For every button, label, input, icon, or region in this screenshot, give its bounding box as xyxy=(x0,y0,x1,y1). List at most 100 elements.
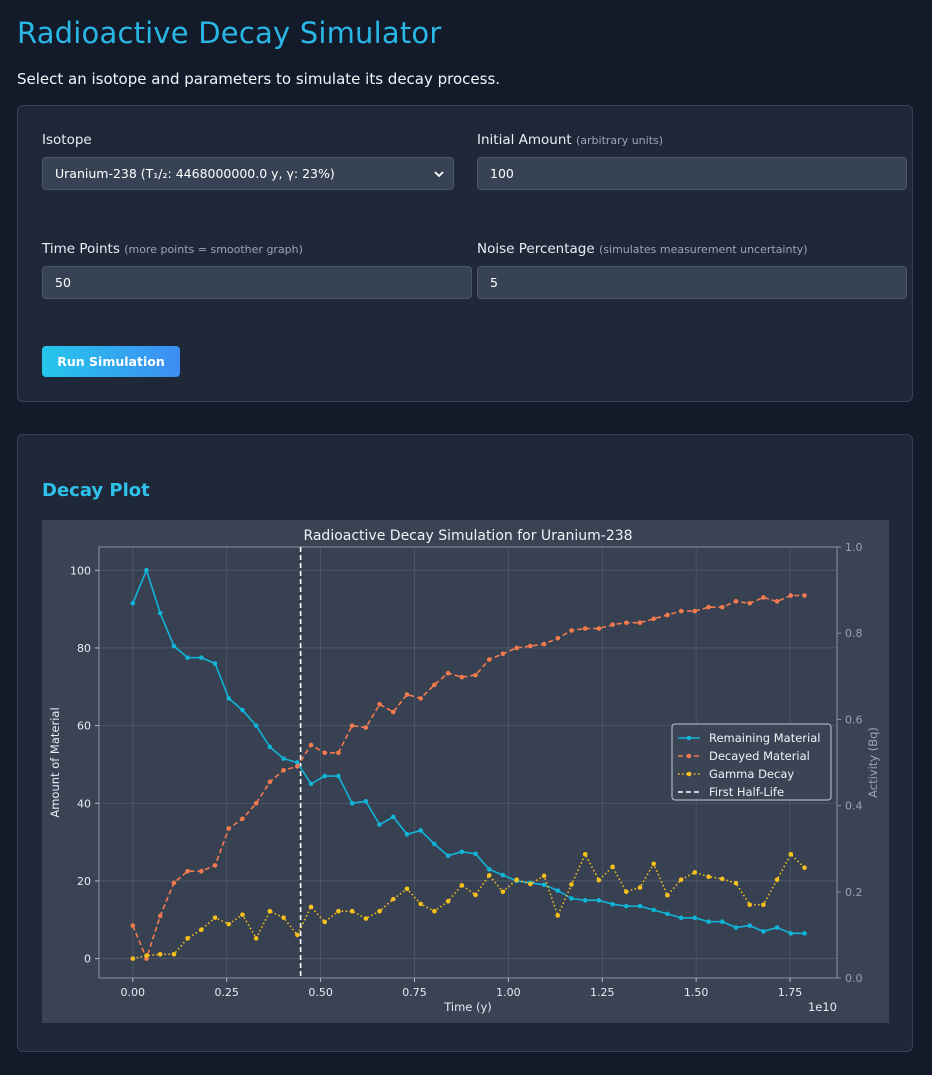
legend-marker xyxy=(686,735,692,741)
data-point xyxy=(473,892,478,898)
data-point xyxy=(569,882,574,887)
plot-heading: Decay Plot xyxy=(42,480,150,501)
x-tick-label: 1.75 xyxy=(778,986,803,999)
data-point xyxy=(788,931,794,936)
x-tick-label: 1.25 xyxy=(590,986,615,999)
y2-tick-label: 0.6 xyxy=(845,713,863,726)
data-point xyxy=(322,919,328,925)
data-point xyxy=(719,919,725,924)
initial-amount-input[interactable]: 100 xyxy=(477,157,907,190)
page-subtitle: Select an isotope and parameters to simu… xyxy=(17,70,501,88)
data-point xyxy=(308,781,314,787)
data-point xyxy=(678,608,684,614)
data-point xyxy=(747,601,752,606)
data-point xyxy=(336,908,341,914)
data-point xyxy=(267,744,273,750)
y2-axis-label: Activity (Bq) xyxy=(866,727,880,798)
data-point xyxy=(363,916,369,921)
data-point xyxy=(610,864,615,870)
y-tick-label: 40 xyxy=(77,797,91,810)
data-point xyxy=(665,612,670,618)
data-point xyxy=(171,951,177,957)
data-point xyxy=(185,655,190,660)
x-tick-label: 1.00 xyxy=(496,986,520,999)
data-point xyxy=(706,604,711,610)
noise-percentage-value: 5 xyxy=(490,275,498,290)
y-tick-label: 60 xyxy=(77,720,91,733)
y-tick-label: 80 xyxy=(77,642,91,655)
data-point xyxy=(802,865,807,870)
y2-tick-label: 0.8 xyxy=(845,627,863,640)
data-point xyxy=(541,873,547,879)
legend-marker xyxy=(686,771,692,777)
data-point xyxy=(377,701,382,707)
y2-tick-label: 0.0 xyxy=(845,972,863,985)
data-point xyxy=(678,877,684,883)
data-point xyxy=(719,604,725,610)
data-point xyxy=(240,707,245,713)
data-point xyxy=(445,853,451,858)
series-line-0 xyxy=(132,567,805,935)
data-point xyxy=(199,868,204,874)
data-point xyxy=(678,915,684,921)
data-point xyxy=(610,622,615,627)
data-point xyxy=(528,643,533,649)
data-point xyxy=(761,929,766,934)
data-point xyxy=(130,956,136,961)
time-points-input[interactable]: 50 xyxy=(42,266,472,299)
data-point xyxy=(500,889,506,895)
data-point xyxy=(596,626,602,631)
decay-chart: 0.00 0.25 0.50 0.75 1.00 1.25 1.50 1.75 0 20 40 60 8… xyxy=(48,528,880,1014)
data-point xyxy=(486,866,492,872)
data-point xyxy=(185,868,190,874)
data-point xyxy=(774,599,780,604)
data-point xyxy=(418,696,423,701)
data-point xyxy=(459,674,465,680)
data-point xyxy=(157,610,163,616)
isotope-select-value: Uranium-238 (T₁/₂: 4468000000.0 y, γ: 23… xyxy=(55,166,335,181)
data-point xyxy=(295,932,300,938)
data-point xyxy=(404,692,410,697)
data-point xyxy=(473,851,478,857)
data-point xyxy=(445,670,451,676)
noise-percentage-input[interactable]: 5 xyxy=(477,266,907,299)
noise-percentage-label: Noise Percentage (simulates measurement … xyxy=(477,241,808,257)
data-point xyxy=(226,826,232,831)
data-point xyxy=(157,913,163,919)
y2-tick-label: 0.2 xyxy=(845,886,863,899)
run-simulation-button[interactable]: Run Simulation xyxy=(42,346,180,377)
data-point xyxy=(514,645,519,651)
data-point xyxy=(624,903,629,909)
data-point xyxy=(130,601,136,606)
data-point xyxy=(569,896,574,901)
data-point xyxy=(199,655,204,660)
x-tick-label: 0.50 xyxy=(308,986,333,999)
chart-title: Radioactive Decay Simulation for Uranium… xyxy=(303,528,632,544)
data-point xyxy=(692,608,698,614)
data-point xyxy=(582,898,588,903)
data-point xyxy=(692,870,698,875)
x-tick-label: 0.75 xyxy=(402,986,427,999)
legend-label: Decayed Material xyxy=(709,749,810,763)
parameters-card: Isotope Uranium-238 (T₁/₂: 4468000000.0 … xyxy=(17,105,913,402)
data-point xyxy=(541,882,547,888)
data-point xyxy=(582,626,588,631)
data-point xyxy=(144,567,149,573)
data-point xyxy=(555,888,561,893)
data-point xyxy=(432,682,437,688)
data-point xyxy=(308,742,314,748)
plot-card: Decay Plot 0.00 0.25 0.50 0.75 1.00 1.25 1.50 1… xyxy=(17,434,913,1052)
data-point xyxy=(322,750,328,756)
data-point xyxy=(349,723,355,728)
data-point xyxy=(569,628,574,633)
data-point xyxy=(226,921,232,927)
y-axis-label: Amount of Material xyxy=(48,707,62,817)
data-point xyxy=(336,750,341,756)
initial-amount-value: 100 xyxy=(490,166,514,181)
data-point xyxy=(761,595,766,600)
data-point xyxy=(651,907,657,913)
isotope-select[interactable]: Uranium-238 (T₁/₂: 4468000000.0 y, γ: 23… xyxy=(42,157,454,190)
initial-amount-label: Initial Amount (arbitrary units) xyxy=(477,132,664,148)
data-point xyxy=(514,877,519,883)
data-point xyxy=(390,709,396,715)
